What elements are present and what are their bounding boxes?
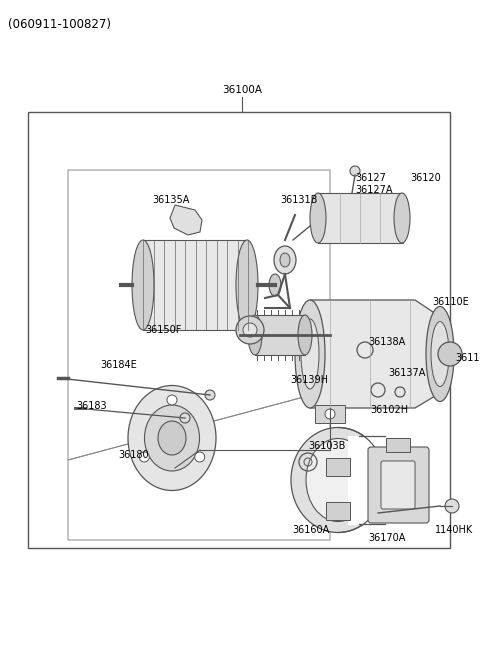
Bar: [315, 405, 345, 423]
Ellipse shape: [298, 315, 312, 355]
Circle shape: [195, 452, 204, 462]
Ellipse shape: [248, 315, 262, 355]
FancyBboxPatch shape: [368, 447, 429, 523]
Ellipse shape: [274, 246, 296, 274]
Circle shape: [445, 499, 459, 513]
Bar: [326, 502, 350, 520]
Ellipse shape: [291, 428, 385, 533]
Text: 1140HK: 1140HK: [435, 525, 473, 535]
Text: 36138A: 36138A: [368, 337, 405, 347]
Ellipse shape: [295, 300, 325, 408]
Circle shape: [243, 323, 257, 337]
Circle shape: [325, 409, 335, 419]
Ellipse shape: [310, 193, 326, 243]
Ellipse shape: [426, 306, 454, 401]
Text: (060911-100827): (060911-100827): [8, 18, 111, 31]
Circle shape: [205, 390, 215, 400]
Text: 36135A: 36135A: [152, 195, 190, 205]
Circle shape: [236, 316, 264, 344]
Circle shape: [438, 342, 462, 366]
Text: 36150F: 36150F: [145, 325, 181, 335]
Text: 36139H: 36139H: [290, 375, 328, 385]
Ellipse shape: [128, 386, 216, 491]
Circle shape: [350, 166, 360, 176]
Ellipse shape: [158, 421, 186, 455]
Text: 36110E: 36110E: [432, 297, 469, 307]
Text: 36127A: 36127A: [355, 185, 393, 195]
Text: 36100A: 36100A: [222, 85, 262, 95]
Ellipse shape: [431, 321, 449, 386]
Ellipse shape: [280, 253, 290, 267]
Ellipse shape: [394, 193, 410, 243]
Bar: [348, 436, 388, 525]
Ellipse shape: [301, 319, 319, 389]
Text: 36102H: 36102H: [370, 405, 408, 415]
Text: 36180: 36180: [118, 450, 149, 460]
Bar: [318, 193, 403, 243]
Text: 36183: 36183: [76, 401, 107, 411]
Ellipse shape: [306, 438, 370, 522]
Ellipse shape: [132, 240, 154, 330]
Text: 36117A: 36117A: [455, 353, 480, 363]
Text: 36160A: 36160A: [292, 525, 329, 535]
Ellipse shape: [269, 274, 281, 296]
Bar: [143, 240, 248, 330]
Ellipse shape: [144, 405, 200, 471]
Text: 36127: 36127: [355, 173, 386, 183]
Polygon shape: [170, 205, 202, 235]
Circle shape: [139, 452, 149, 462]
Text: 36137A: 36137A: [388, 368, 425, 378]
Bar: [255, 315, 305, 355]
Polygon shape: [310, 300, 455, 408]
Circle shape: [167, 395, 177, 405]
Bar: [326, 458, 350, 476]
FancyBboxPatch shape: [381, 461, 415, 509]
Text: 36120: 36120: [410, 173, 441, 183]
Text: 36184E: 36184E: [100, 360, 137, 370]
Circle shape: [180, 413, 190, 423]
Bar: [386, 438, 410, 452]
Text: 36131B: 36131B: [280, 195, 317, 205]
Text: 36103B: 36103B: [308, 441, 346, 451]
Text: 36170A: 36170A: [368, 533, 406, 543]
Ellipse shape: [236, 240, 258, 330]
Bar: [28, 112, 450, 548]
